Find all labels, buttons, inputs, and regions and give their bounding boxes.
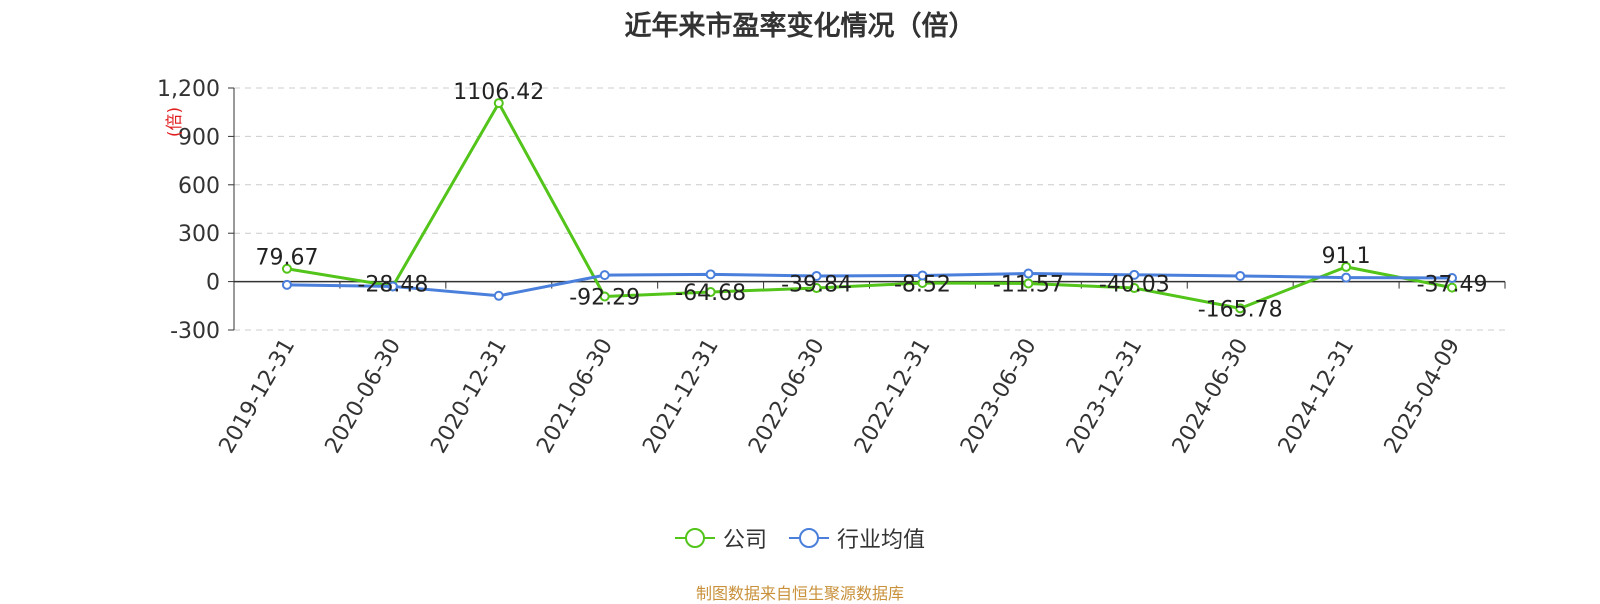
chart-title: 近年来市盈率变化情况（倍） bbox=[624, 11, 976, 42]
y-axis-title: (倍) bbox=[165, 107, 185, 137]
series-1-point bbox=[1129, 269, 1140, 280]
data-label: -165.78 bbox=[1198, 297, 1283, 322]
data-label: -28.48 bbox=[357, 273, 428, 298]
x-tick-label: 2023-12-31 bbox=[1062, 335, 1148, 458]
series-1-point bbox=[917, 270, 928, 281]
series-0-point bbox=[281, 263, 292, 274]
legend-item-industry-average[interactable]: 行业均值 bbox=[789, 522, 925, 554]
legend: 公司 行业均值 bbox=[0, 522, 1600, 554]
series-1-point bbox=[1023, 268, 1034, 279]
legend-industry-label: 行业均值 bbox=[837, 528, 926, 553]
series-1-point bbox=[1341, 272, 1352, 283]
y-tick-label: 0 bbox=[206, 271, 220, 296]
y-tick-label: 900 bbox=[178, 125, 220, 150]
y-tick-label: -300 bbox=[170, 319, 220, 344]
x-tick-label: 2025-04-09 bbox=[1380, 335, 1466, 458]
data-label: -64.68 bbox=[675, 281, 746, 306]
series-0-point bbox=[1447, 282, 1458, 293]
series-0-point bbox=[1341, 261, 1352, 272]
x-tick-label: 2023-06-30 bbox=[956, 335, 1042, 458]
series-1-point bbox=[493, 290, 504, 301]
series-0-point bbox=[1235, 303, 1246, 314]
series-1-point bbox=[1235, 270, 1246, 281]
series-1-point bbox=[811, 270, 822, 281]
series-1-point bbox=[1447, 273, 1458, 284]
y-tick-label: 1,200 bbox=[157, 77, 220, 102]
x-tick-label: 2021-06-30 bbox=[532, 335, 618, 458]
grid-layer bbox=[234, 87, 1505, 331]
data-label: -37.49 bbox=[1417, 273, 1488, 298]
legend-industry-marker-icon bbox=[789, 528, 829, 548]
x-tick-label: 2024-12-31 bbox=[1274, 335, 1360, 458]
series-0-point bbox=[811, 283, 822, 294]
data-label: -39.84 bbox=[781, 273, 852, 298]
data-label: -11.57 bbox=[993, 273, 1064, 298]
data-label-layer: 79.67 -28.48 1106.42 -92.29 -64.68 -39.84 -8.5… bbox=[255, 80, 1487, 322]
x-tick-label: 2022-06-30 bbox=[744, 335, 830, 458]
x-tick-label: 2020-12-31 bbox=[426, 335, 512, 458]
series-0-point bbox=[705, 287, 716, 298]
x-tick-label: 2021-12-31 bbox=[638, 335, 724, 458]
data-source-note: 制图数据来自恒生聚源数据库 bbox=[695, 584, 904, 603]
series-1-point bbox=[281, 279, 292, 290]
series-line-0 bbox=[286, 101, 1453, 310]
data-label: -40.03 bbox=[1099, 273, 1170, 298]
data-label: 1106.42 bbox=[453, 80, 544, 105]
y-tick-label: 300 bbox=[178, 222, 220, 247]
data-label: 91.1 bbox=[1322, 244, 1371, 269]
data-label: -8.52 bbox=[894, 273, 951, 298]
y-tick-label: 600 bbox=[178, 174, 220, 199]
series-line-1 bbox=[286, 272, 1453, 298]
legend-company-marker-icon bbox=[674, 528, 715, 548]
series-0-point bbox=[1023, 278, 1034, 289]
data-label: 79.67 bbox=[255, 246, 318, 271]
series-1-point bbox=[705, 269, 716, 280]
x-tick-label: 2022-12-31 bbox=[850, 335, 936, 458]
x-tick-label: 2020-06-30 bbox=[320, 335, 406, 458]
series-1-point bbox=[599, 270, 610, 281]
series-1-point bbox=[387, 281, 398, 292]
series-0-point bbox=[599, 291, 610, 302]
x-tick-label: 2024-06-30 bbox=[1168, 335, 1254, 458]
series-0-point bbox=[493, 98, 504, 109]
axis-layer: -300 0 300 600 900 1,200 (倍) 2019-12-31 2020-06-… bbox=[157, 77, 1506, 458]
series-0-point bbox=[1129, 283, 1140, 294]
legend-company-label: 公司 bbox=[722, 528, 767, 553]
legend-item-company[interactable]: 公司 bbox=[674, 522, 767, 554]
x-tick-label: 2019-12-31 bbox=[215, 335, 301, 458]
data-label: -92.29 bbox=[569, 285, 640, 310]
series-layer bbox=[281, 98, 1458, 314]
